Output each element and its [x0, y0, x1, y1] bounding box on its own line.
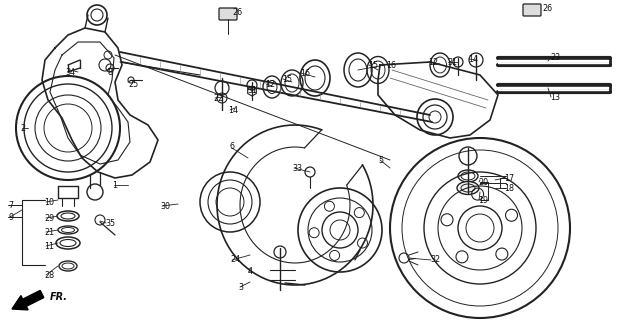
Text: 33: 33 [292, 164, 302, 172]
Text: 24: 24 [230, 255, 240, 265]
Text: 19: 19 [478, 196, 488, 204]
Text: 31: 31 [247, 85, 257, 94]
Text: 15: 15 [368, 60, 378, 69]
Text: 28: 28 [44, 270, 54, 279]
FancyBboxPatch shape [219, 8, 237, 20]
Text: 1: 1 [112, 180, 117, 189]
Text: 18: 18 [504, 183, 514, 193]
Text: 16: 16 [386, 60, 396, 69]
Text: 6: 6 [230, 141, 235, 150]
Text: 9: 9 [8, 212, 13, 221]
Text: 17: 17 [504, 173, 514, 182]
Text: 23: 23 [550, 52, 560, 61]
Text: 21: 21 [44, 228, 54, 236]
Text: 14: 14 [228, 106, 238, 115]
Text: 12: 12 [265, 79, 275, 89]
Text: 30: 30 [160, 202, 170, 211]
Text: 22: 22 [213, 93, 223, 102]
Text: 16: 16 [300, 68, 310, 77]
Text: 26: 26 [232, 7, 242, 17]
Text: 4: 4 [248, 268, 253, 276]
Text: 20: 20 [478, 178, 488, 187]
Text: 11: 11 [44, 242, 54, 251]
Text: 29: 29 [44, 213, 54, 222]
Text: 26: 26 [542, 4, 552, 12]
Ellipse shape [457, 181, 479, 195]
Text: 5: 5 [378, 156, 383, 164]
Text: FR.: FR. [50, 292, 68, 302]
Text: 35: 35 [105, 219, 115, 228]
FancyArrow shape [12, 291, 44, 310]
Text: 7: 7 [8, 201, 13, 210]
Text: 12: 12 [428, 58, 438, 67]
Text: 3: 3 [238, 283, 243, 292]
Text: 13: 13 [550, 92, 560, 101]
Text: 31: 31 [447, 58, 457, 67]
Text: 8: 8 [107, 68, 112, 76]
Text: 10: 10 [44, 197, 54, 206]
Text: 15: 15 [282, 75, 292, 84]
Text: 32: 32 [430, 255, 440, 265]
Text: 34: 34 [65, 68, 75, 76]
FancyBboxPatch shape [523, 4, 541, 16]
Text: 2: 2 [20, 124, 25, 132]
Text: 14: 14 [468, 54, 478, 63]
Text: 25: 25 [128, 79, 138, 89]
